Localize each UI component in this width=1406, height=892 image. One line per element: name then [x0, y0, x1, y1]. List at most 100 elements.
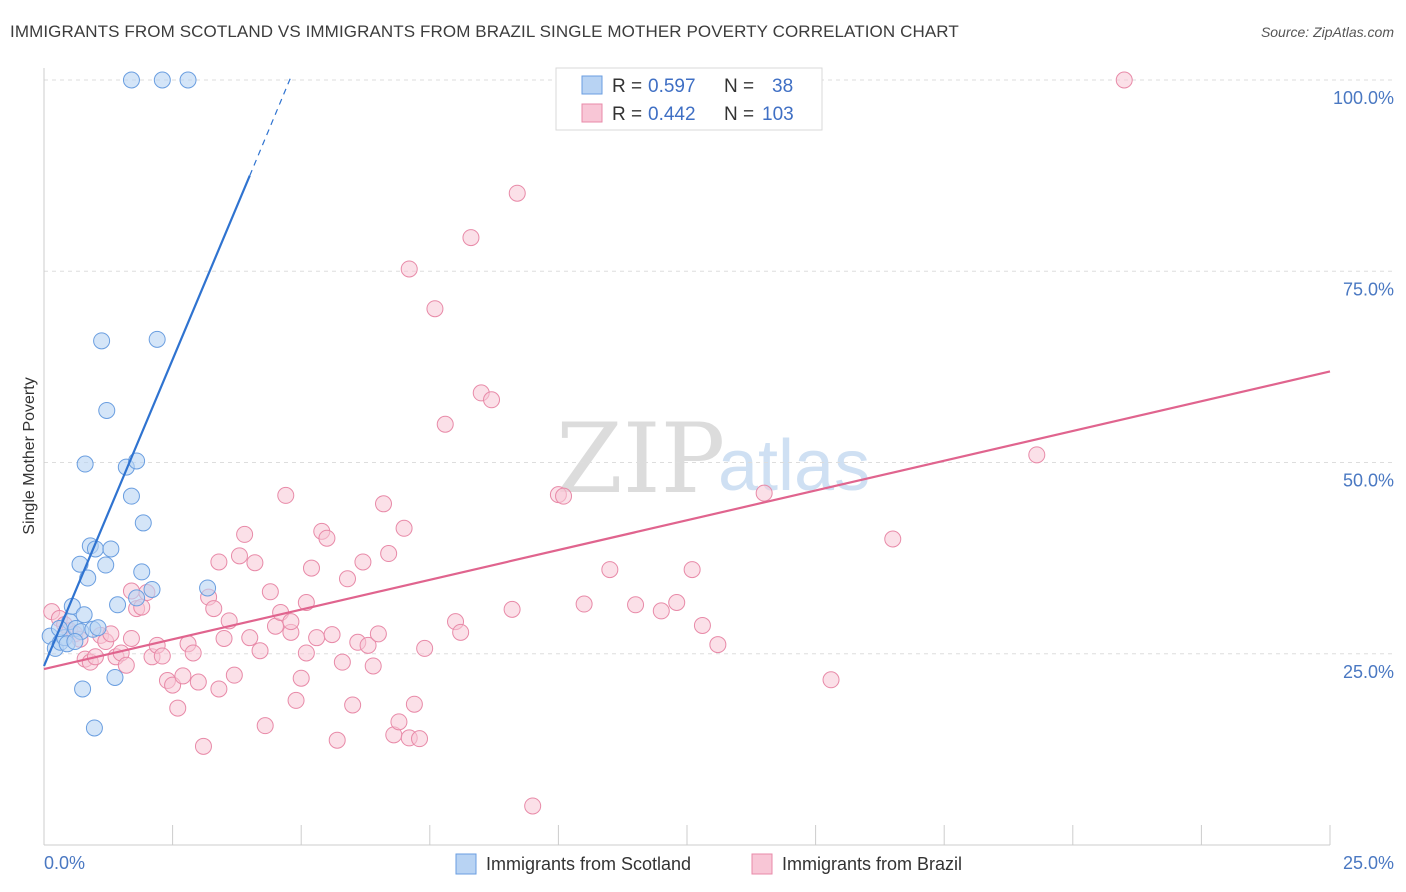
point-brazil-42 [261, 583, 279, 601]
point-brazil-76 [462, 229, 480, 247]
point-brazil-33 [215, 629, 233, 647]
point-brazil-101 [210, 553, 228, 571]
point-brazil-70 [405, 695, 423, 713]
point-scotland-29 [122, 487, 140, 505]
point-brazil-87 [627, 596, 645, 614]
point-brazil-72 [416, 639, 434, 657]
point-brazil-73 [426, 300, 444, 318]
point-brazil-88 [652, 602, 670, 620]
point-brazil-25 [174, 667, 192, 685]
legend-n-label-brazil: N = [724, 104, 754, 125]
point-scotland-35 [199, 579, 217, 597]
point-brazil-39 [246, 554, 264, 572]
point-brazil-97 [1115, 71, 1133, 89]
point-brazil-68 [395, 519, 413, 537]
point-scotland-20 [106, 668, 124, 686]
legend-n-value-scotland: 38 [772, 76, 793, 97]
point-brazil-93 [755, 484, 773, 502]
point-scotland-11 [75, 606, 93, 624]
point-brazil-102 [436, 415, 454, 433]
point-scotland-10 [66, 633, 84, 651]
point-brazil-53 [318, 529, 336, 547]
legend-n-value-brazil: 103 [762, 104, 794, 125]
x-axis-ticks [43, 825, 1331, 845]
point-brazil-56 [333, 653, 351, 671]
point-brazil-80 [508, 184, 526, 202]
point-scotland-36 [122, 71, 140, 89]
point-brazil-32 [210, 680, 228, 698]
point-brazil-91 [693, 616, 711, 634]
point-scotland-17 [89, 619, 107, 637]
point-brazil-49 [297, 644, 315, 662]
watermark-zip: ZIP [556, 403, 725, 515]
point-scotland-25 [98, 401, 116, 419]
point-scotland-37 [153, 71, 171, 89]
point-brazil-28 [189, 673, 207, 691]
point-brazil-81 [524, 797, 542, 815]
point-brazil-75 [452, 623, 470, 641]
legend-swatch-brazil [581, 103, 603, 123]
x-tick-label-1: 25.0% [1343, 853, 1394, 873]
point-brazil-67 [390, 713, 408, 731]
point-scotland-34 [143, 580, 161, 598]
point-scotland-31 [128, 589, 146, 607]
point-brazil-37 [236, 525, 254, 543]
y-tick-label-3: 100.0% [1333, 88, 1394, 108]
point-scotland-33 [148, 330, 166, 348]
legend-r-label-brazil: R = [612, 104, 642, 125]
y-axis-title: Single Mother Poverty [21, 377, 38, 534]
point-brazil-48 [292, 669, 310, 687]
point-scotland-22 [74, 680, 92, 698]
legend-r-label-scotland: R = [612, 76, 642, 97]
legend-n-label-scotland: N = [724, 76, 754, 97]
point-brazil-36 [230, 547, 248, 565]
point-brazil-41 [256, 717, 274, 735]
point-brazil-60 [354, 553, 372, 571]
trend-line-scotland-extension [249, 76, 292, 176]
y-tick-label-1: 50.0% [1343, 471, 1394, 491]
point-scotland-18 [97, 556, 115, 574]
stats-legend: R = 0.597 N = 38 R = 0.442 N = 103 [555, 67, 823, 131]
point-brazil-94 [822, 671, 840, 689]
point-brazil-21 [153, 647, 171, 665]
point-brazil-47 [287, 691, 305, 709]
point-scotland-30 [134, 514, 152, 532]
point-brazil-58 [344, 696, 362, 714]
point-scotland-23 [85, 719, 103, 737]
bottom-legend-swatch-scotland [455, 853, 477, 875]
point-scotland-32 [133, 563, 151, 581]
y-tick-label-0: 25.0% [1343, 662, 1394, 682]
x-tick-label-0: 0.0% [44, 853, 85, 873]
bottom-legend-swatch-brazil [751, 853, 773, 875]
point-brazil-79 [503, 600, 521, 618]
trend-line-brazil [43, 370, 1331, 671]
legend-swatch-scotland [581, 75, 603, 95]
series-legend: Immigrants from Scotland Immigrants from… [455, 853, 962, 875]
point-brazil-92 [709, 636, 727, 654]
chart-title: IMMIGRANTS FROM SCOTLAND VS IMMIGRANTS F… [10, 22, 959, 41]
point-brazil-57 [338, 570, 356, 588]
legend-r-value-scotland: 0.597 [648, 76, 696, 97]
point-brazil-24 [169, 699, 187, 717]
point-brazil-62 [364, 657, 382, 675]
grid-lines [44, 79, 1392, 655]
point-brazil-15 [122, 629, 140, 647]
point-brazil-95 [884, 530, 902, 548]
y-tick-label-2: 75.0% [1343, 279, 1394, 299]
bottom-legend-label-scotland: Immigrants from Scotland [486, 854, 691, 874]
point-brazil-14 [117, 656, 135, 674]
point-brazil-40 [251, 642, 269, 660]
bottom-legend-label-brazil: Immigrants from Brazil [782, 854, 962, 874]
point-brazil-45 [277, 486, 295, 504]
point-scotland-26 [76, 455, 94, 473]
point-brazil-98 [282, 613, 300, 631]
point-brazil-90 [683, 561, 701, 579]
point-scotland-19 [102, 540, 120, 558]
point-brazil-65 [380, 545, 398, 563]
point-scotland-24 [93, 332, 111, 350]
point-brazil-71 [411, 730, 429, 748]
point-scotland-38 [179, 71, 197, 89]
point-brazil-51 [308, 629, 326, 647]
point-scotland-21 [109, 596, 127, 614]
